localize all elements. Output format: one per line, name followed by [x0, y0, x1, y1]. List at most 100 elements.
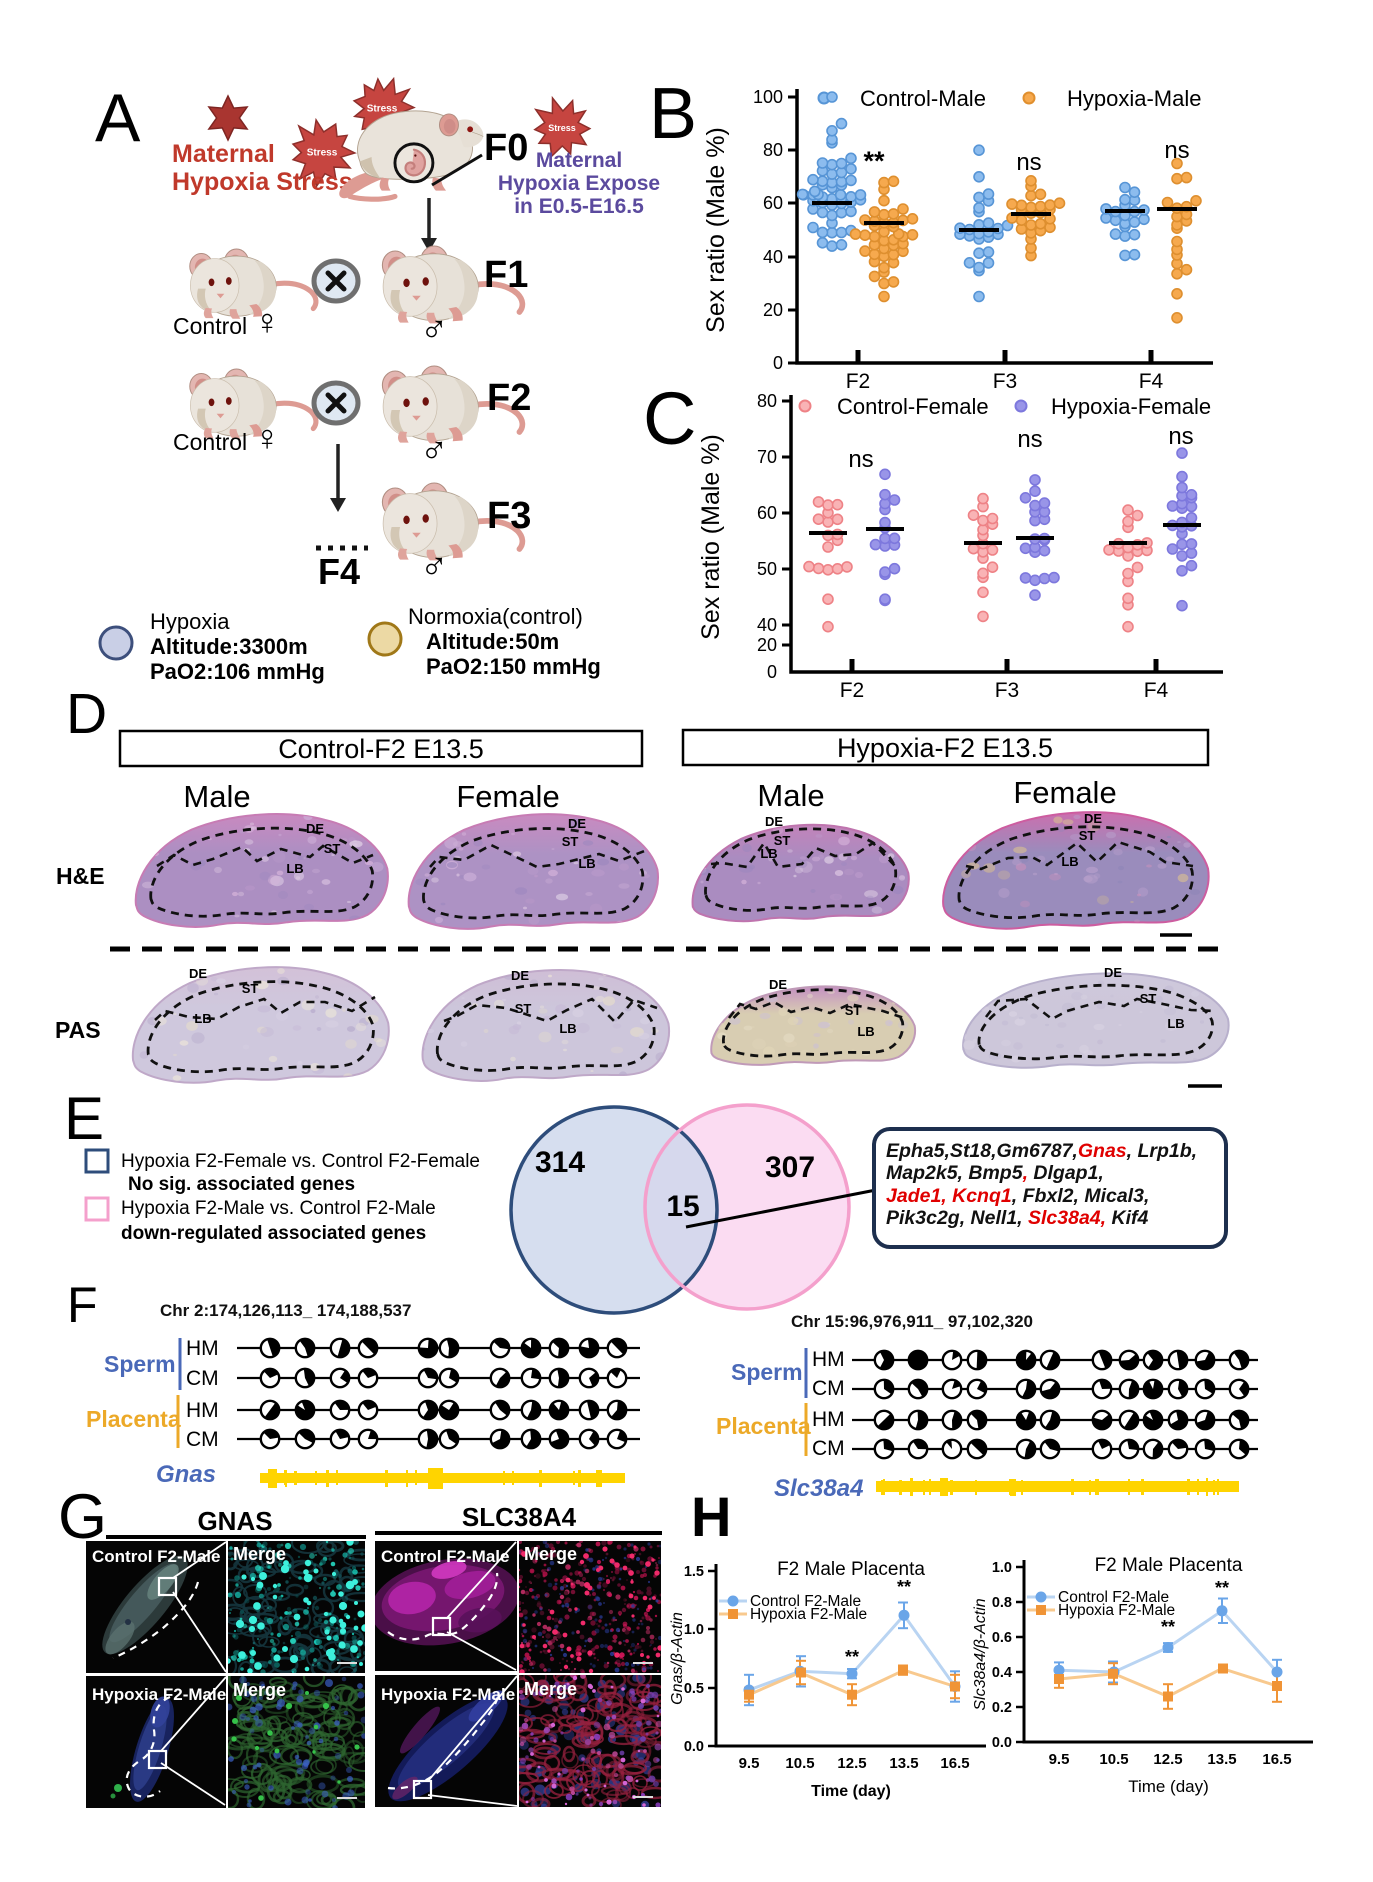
- svg-text:1.0: 1.0: [992, 1560, 1012, 1576]
- svg-text:CM: CM: [186, 1367, 219, 1390]
- svg-text:CM: CM: [812, 1437, 845, 1460]
- svg-text:1.0: 1.0: [684, 1622, 704, 1638]
- svg-text:Placenta: Placenta: [716, 1413, 811, 1439]
- svg-text:1.5: 1.5: [684, 1564, 704, 1580]
- svg-text:16.5: 16.5: [940, 1755, 969, 1772]
- svg-text:F2 Male Placenta: F2 Male Placenta: [777, 1559, 925, 1580]
- svg-text:Female: Female: [1013, 775, 1116, 810]
- svg-text:Control F2-Male: Control F2-Male: [92, 1547, 220, 1566]
- svg-text:♂: ♂: [420, 309, 449, 351]
- svg-text:Sex ratio (Male %): Sex ratio (Male %): [702, 127, 730, 333]
- svg-text:LB: LB: [760, 846, 777, 861]
- svg-text:Female: Female: [456, 779, 559, 814]
- svg-text:Gnas: Gnas: [156, 1461, 216, 1488]
- svg-text:**: **: [1161, 1617, 1175, 1637]
- svg-text:12.5: 12.5: [1153, 1751, 1182, 1768]
- svg-text:0.5: 0.5: [684, 1681, 704, 1697]
- svg-text:**: **: [845, 1647, 859, 1667]
- svg-text:ns: ns: [1017, 426, 1042, 453]
- svg-text:LB: LB: [194, 1011, 211, 1026]
- svg-text:Control F2-Male: Control F2-Male: [1058, 1589, 1169, 1606]
- svg-text:Merge: Merge: [524, 1544, 577, 1564]
- svg-text:Chr 2:174,126,113_ 174,188,537: Chr 2:174,126,113_ 174,188,537: [160, 1301, 411, 1320]
- svg-text:F1: F1: [484, 254, 528, 296]
- svg-text:Control F2-Male: Control F2-Male: [381, 1547, 509, 1566]
- svg-text:♂: ♂: [420, 546, 449, 588]
- svg-text:H&E: H&E: [56, 863, 105, 889]
- svg-text:Jade1, Kcnq1, Fbxl2, Mical3,: Jade1, Kcnq1, Fbxl2, Mical3,: [886, 1185, 1149, 1207]
- svg-text:ns: ns: [1164, 137, 1189, 164]
- svg-text:PAS: PAS: [55, 1017, 101, 1043]
- svg-text:10.5: 10.5: [1099, 1751, 1128, 1768]
- svg-text:16.5: 16.5: [1262, 1751, 1291, 1768]
- svg-text:down-regulated associated gene: down-regulated associated genes: [121, 1223, 426, 1244]
- svg-text:Sperm: Sperm: [731, 1359, 803, 1385]
- svg-text:ST: ST: [515, 1001, 532, 1016]
- svg-text:DE: DE: [1104, 965, 1122, 980]
- svg-text:DE: DE: [1084, 811, 1102, 826]
- svg-text:Pik3c2g, Nell1, Slc38a4, Kif4: Pik3c2g, Nell1, Slc38a4, Kif4: [886, 1207, 1148, 1229]
- svg-text:60: 60: [757, 503, 777, 523]
- svg-text:DE: DE: [511, 968, 529, 983]
- svg-text:Sex ratio (Male %): Sex ratio (Male %): [697, 434, 725, 640]
- svg-text:ST: ST: [1140, 991, 1157, 1006]
- svg-text:Altitude:3300m: Altitude:3300m: [150, 634, 308, 659]
- svg-text:50: 50: [757, 559, 777, 579]
- svg-text:No sig. associated genes: No sig. associated genes: [128, 1174, 355, 1195]
- svg-text:0.0: 0.0: [684, 1739, 704, 1755]
- svg-text:Merge: Merge: [233, 1680, 286, 1700]
- svg-text:ns: ns: [848, 446, 873, 473]
- svg-text:HM: HM: [812, 1348, 845, 1371]
- svg-text:Stress: Stress: [367, 104, 398, 115]
- svg-text:Control-F2 E13.5: Control-F2 E13.5: [278, 734, 484, 764]
- svg-text:Hypoxia-Female: Hypoxia-Female: [1051, 394, 1211, 419]
- svg-text:ST: ST: [324, 841, 341, 856]
- svg-text:♂: ♂: [420, 430, 449, 472]
- svg-text:DE: DE: [189, 966, 207, 981]
- svg-text:F3: F3: [487, 495, 531, 537]
- svg-text:Maternal: Maternal: [172, 140, 275, 168]
- svg-text:ST: ST: [242, 981, 259, 996]
- svg-text:Time (day): Time (day): [1128, 1777, 1209, 1796]
- svg-text:0.6: 0.6: [992, 1630, 1012, 1646]
- svg-text:20: 20: [757, 635, 777, 655]
- svg-text:Gnas/β-Actin: Gnas/β-Actin: [669, 1612, 686, 1705]
- svg-text:Slc38a4/β-Actin: Slc38a4/β-Actin: [972, 1598, 989, 1710]
- svg-text:F3: F3: [995, 679, 1020, 702]
- svg-text:ns: ns: [1168, 423, 1193, 450]
- svg-text:GNAS: GNAS: [197, 1506, 272, 1536]
- svg-text:13.5: 13.5: [1207, 1751, 1236, 1768]
- svg-text:314: 314: [535, 1146, 585, 1179]
- svg-text:Hypoxia Expose: Hypoxia Expose: [498, 172, 660, 195]
- svg-text:9.5: 9.5: [739, 1755, 760, 1772]
- svg-text:Altitude:50m: Altitude:50m: [426, 629, 559, 654]
- svg-text:Maternal: Maternal: [536, 149, 622, 172]
- svg-text:HM: HM: [186, 1399, 219, 1422]
- svg-text:F4: F4: [1144, 679, 1169, 702]
- svg-text:Stress: Stress: [548, 123, 576, 133]
- svg-text:0.8: 0.8: [992, 1595, 1012, 1611]
- svg-text:**: **: [863, 146, 885, 176]
- svg-text:9.5: 9.5: [1049, 1751, 1070, 1768]
- svg-text:Control-Female: Control-Female: [837, 394, 989, 419]
- svg-text:LB: LB: [559, 1021, 576, 1036]
- svg-text:13.5: 13.5: [889, 1755, 918, 1772]
- svg-text:HM: HM: [186, 1337, 219, 1360]
- svg-text:307: 307: [765, 1151, 815, 1184]
- svg-text:Map2k5, Bmp5, Dlgap1,: Map2k5, Bmp5, Dlgap1,: [886, 1162, 1104, 1184]
- svg-text:0.4: 0.4: [992, 1665, 1012, 1681]
- svg-text:F2: F2: [846, 370, 871, 393]
- svg-text:Hypoxia F2-Male: Hypoxia F2-Male: [92, 1685, 226, 1704]
- svg-text:Male: Male: [757, 778, 824, 813]
- svg-text:Hypoxia F2-Male: Hypoxia F2-Male: [750, 1606, 867, 1623]
- svg-text:0: 0: [773, 353, 783, 373]
- svg-text:Hypoxia Stress: Hypoxia Stress: [172, 168, 353, 196]
- svg-text:80: 80: [763, 140, 783, 160]
- svg-text:Merge: Merge: [524, 1679, 577, 1699]
- svg-text:F2: F2: [487, 377, 531, 419]
- svg-text:ST: ST: [1079, 828, 1096, 843]
- svg-text:LB: LB: [1167, 1016, 1184, 1031]
- svg-text:Hypoxia-F2 E13.5: Hypoxia-F2 E13.5: [837, 733, 1053, 763]
- svg-text:20: 20: [763, 300, 783, 320]
- svg-text:Hypoxia F2-Female vs. Control: Hypoxia F2-Female vs. Control F2-Female: [121, 1151, 480, 1172]
